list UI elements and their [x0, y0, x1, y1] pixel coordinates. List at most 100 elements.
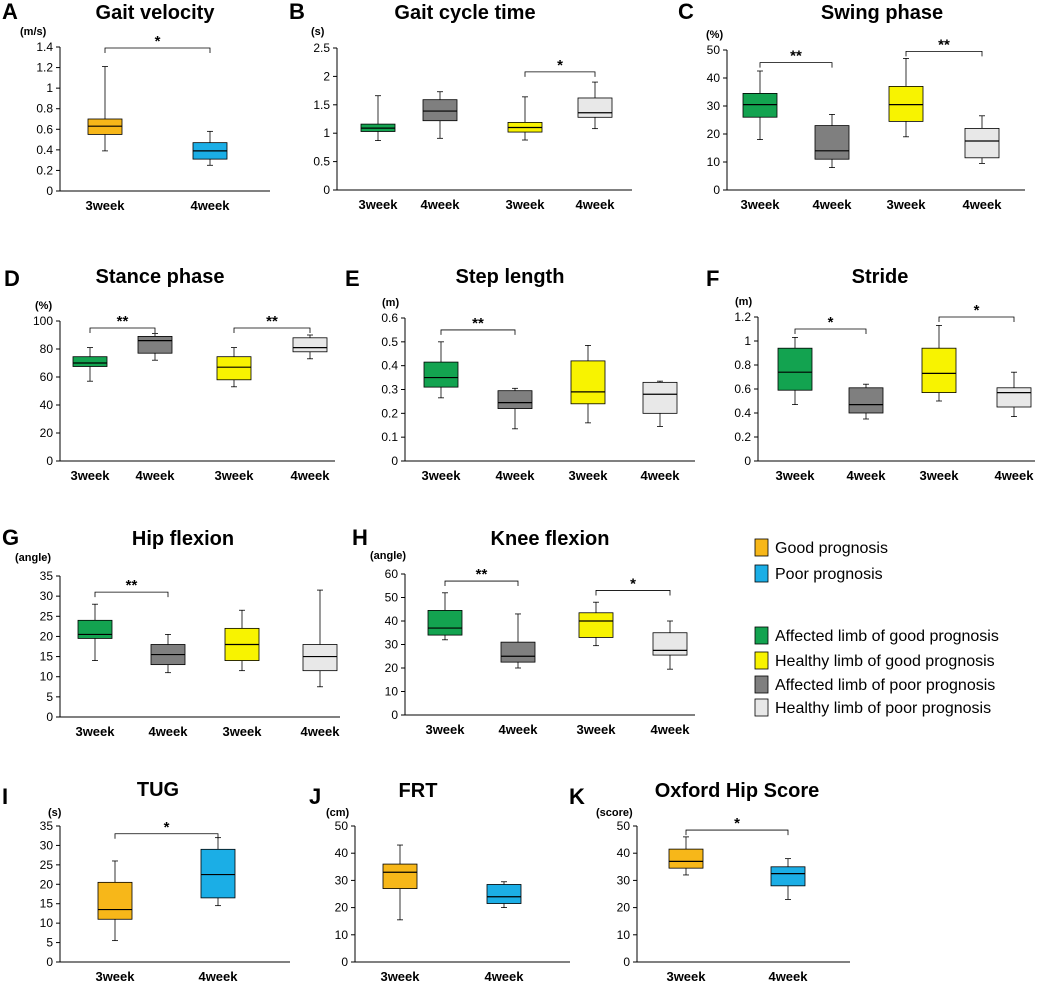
y-tick-label: 0 [323, 183, 330, 197]
box-iqr [652, 632, 688, 656]
significance-label: ** [472, 315, 484, 332]
panel-letter: D [4, 266, 20, 291]
x-category-label: 4week [575, 197, 615, 212]
y-tick-label: 20 [385, 661, 399, 675]
y-axis-unit-label: (%) [35, 300, 52, 312]
y-tick-label: 0.5 [313, 155, 330, 169]
y-tick-label: 1 [323, 126, 330, 140]
y-tick-label: 15 [40, 650, 54, 664]
box-iqr [427, 610, 463, 636]
panel-letter: F [706, 266, 719, 291]
box-plot-healthy-good [216, 347, 252, 388]
panel-letter: C [678, 0, 694, 24]
box-iqr [814, 125, 850, 160]
y-tick-label: 0 [623, 955, 630, 969]
box-plot-affected-poor [500, 613, 536, 669]
box-plot-poor [770, 858, 806, 900]
significance-bracket [759, 62, 833, 68]
significance-bracket [440, 329, 516, 335]
y-tick-label: 30 [40, 589, 54, 603]
box-iqr [578, 612, 614, 638]
box-plot-healthy-poor [302, 589, 338, 688]
box-plot-poor [192, 130, 228, 166]
chart-title: Oxford Hip Score [655, 780, 819, 802]
x-category-label: 3week [421, 468, 461, 483]
y-tick-label: 0 [391, 454, 398, 468]
chart-title: Stance phase [96, 266, 225, 288]
box-iqr [777, 347, 813, 391]
significance-bracket [905, 51, 983, 57]
y-tick-label: 20 [40, 877, 54, 891]
chart-title: Step length [456, 266, 565, 288]
x-category-label: 4week [135, 468, 175, 483]
significance-label: * [734, 815, 740, 832]
legend-label: Healthy limb of good prognosis [775, 653, 995, 670]
legend-swatch [754, 564, 769, 583]
x-category-label: 3week [85, 198, 125, 213]
significance-label: ** [117, 313, 129, 330]
y-tick-label: 5 [46, 690, 53, 704]
chart-title: Swing phase [821, 2, 943, 24]
box-iqr [137, 335, 173, 354]
significance-label: ** [476, 566, 488, 583]
box-plot-healthy-good [921, 324, 957, 402]
box-plot-healthy-poor [964, 115, 1000, 164]
legend-swatch [754, 538, 769, 557]
legend-swatch [754, 626, 769, 645]
x-category-label: 3week [358, 197, 398, 212]
y-tick-label: 10 [707, 155, 721, 169]
y-tick-label: 1.2 [36, 61, 53, 75]
x-category-label: 3week [380, 969, 420, 984]
box-plot-healthy-poor [577, 81, 613, 130]
box-plot-affected-good [777, 336, 813, 406]
box-iqr [302, 644, 338, 672]
chart-title: Knee flexion [491, 528, 610, 550]
legend-swatch [754, 698, 769, 717]
box-plot-healthy-good [570, 345, 606, 424]
box-iqr [200, 848, 236, 899]
y-tick-label: 0.6 [734, 382, 751, 396]
y-tick-label: 1.4 [36, 40, 53, 54]
box-plot-affected-good [742, 70, 778, 141]
panel-letter: A [2, 0, 18, 24]
box-plot-affected-poor [814, 114, 850, 169]
y-tick-label: 40 [385, 614, 399, 628]
y-tick-label: 0.2 [36, 163, 53, 177]
y-tick-label: 25 [40, 858, 54, 872]
box-plot-good [668, 836, 704, 876]
significance-label: ** [266, 313, 278, 330]
x-category-label: 3week [740, 197, 780, 212]
significance-label: ** [790, 48, 802, 65]
y-tick-label: 0.4 [734, 406, 751, 420]
chart-panel-i: I TUG (s) 0 5 10 15 20 25 30 35 3week 4week * [2, 779, 290, 984]
legend-label: Affected limb of good prognosis [775, 628, 999, 645]
y-tick-label: 0.6 [36, 122, 53, 136]
box-plot-poor [200, 837, 236, 907]
y-tick-label: 10 [40, 916, 54, 930]
y-tick-label: 0.5 [381, 335, 398, 349]
x-category-label: 3week [666, 969, 706, 984]
box-iqr [500, 641, 536, 663]
box-plot-healthy-poor [996, 371, 1032, 418]
box-plot-affected-good [72, 347, 108, 382]
box-plot-affected-poor [497, 387, 533, 430]
box-plot-good [97, 860, 133, 942]
chart-title: FRT [399, 780, 438, 802]
x-category-label: 3week [886, 197, 926, 212]
y-axis-unit-label: (m/s) [20, 26, 47, 38]
significance-label: * [974, 302, 980, 319]
chart-panel-a: A Gait velocity (m/s) 0 0.2 0.4 0.6 0.8 1 1.2 1.4 3… [2, 0, 270, 213]
x-category-label: 4week [650, 722, 690, 737]
significance-bracket [114, 833, 219, 839]
y-tick-label: 0.4 [381, 359, 398, 373]
y-tick-label: 15 [40, 897, 54, 911]
x-category-label: 3week [919, 468, 959, 483]
legend-label: Poor prognosis [775, 566, 883, 583]
box-iqr [921, 347, 957, 394]
y-tick-label: 60 [40, 370, 54, 384]
y-tick-label: 30 [617, 873, 631, 887]
x-category-label: 4week [846, 468, 886, 483]
x-category-label: 4week [190, 198, 230, 213]
y-tick-label: 35 [40, 569, 54, 583]
